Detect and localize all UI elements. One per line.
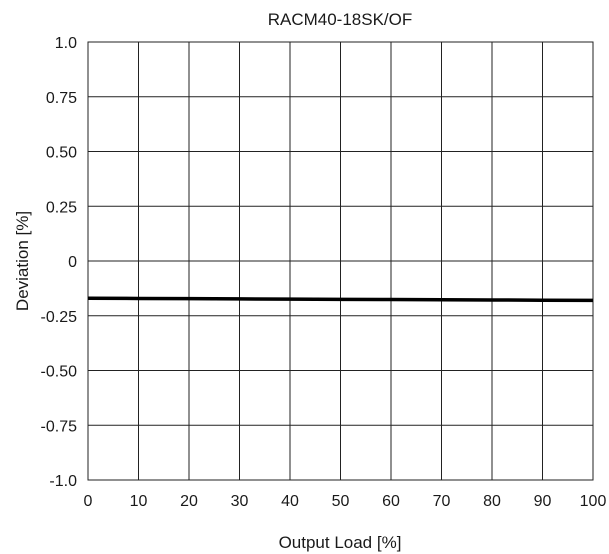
y-axis-label: Deviation [%] (13, 211, 32, 311)
y-tick-label: -0.25 (41, 309, 78, 326)
x-axis-label: Output Load [%] (279, 533, 402, 552)
y-tick-label: -1.0 (49, 473, 77, 490)
y-tick-label: -0.50 (41, 364, 78, 381)
x-tick-label: 50 (332, 493, 350, 510)
y-tick-label: 0 (68, 254, 77, 271)
y-tick-label: 1.0 (55, 35, 77, 52)
x-tick-label: 0 (84, 493, 93, 510)
y-tick-label: 0.50 (46, 145, 77, 162)
grid (88, 42, 593, 480)
plot-area-frame (87, 41, 594, 481)
x-tick-label: 20 (180, 493, 198, 510)
x-tick-label: 10 (130, 493, 148, 510)
x-tick-label: 100 (580, 493, 607, 510)
x-tick-label: 60 (382, 493, 400, 510)
series-line (87, 296, 594, 303)
y-tick-label: 0.75 (46, 90, 77, 107)
y-tick-label: 0.25 (46, 199, 77, 216)
series-layer (87, 296, 594, 303)
x-tick-label: 40 (281, 493, 299, 510)
x-tick-label: 90 (534, 493, 552, 510)
x-tick-label: 30 (231, 493, 249, 510)
y-tick-label: -0.75 (41, 418, 78, 435)
chart-title: RACM40-18SK/OF (268, 10, 413, 29)
y-axis-ticks: 1.0 0.75 0.50 0.25 0 -0.25 -0.50 -0.75 -1.0 (41, 35, 78, 490)
x-tick-label: 80 (483, 493, 501, 510)
x-axis-ticks: 0 10 20 30 40 50 60 70 80 90 100 (84, 493, 607, 510)
x-tick-label: 70 (433, 493, 451, 510)
